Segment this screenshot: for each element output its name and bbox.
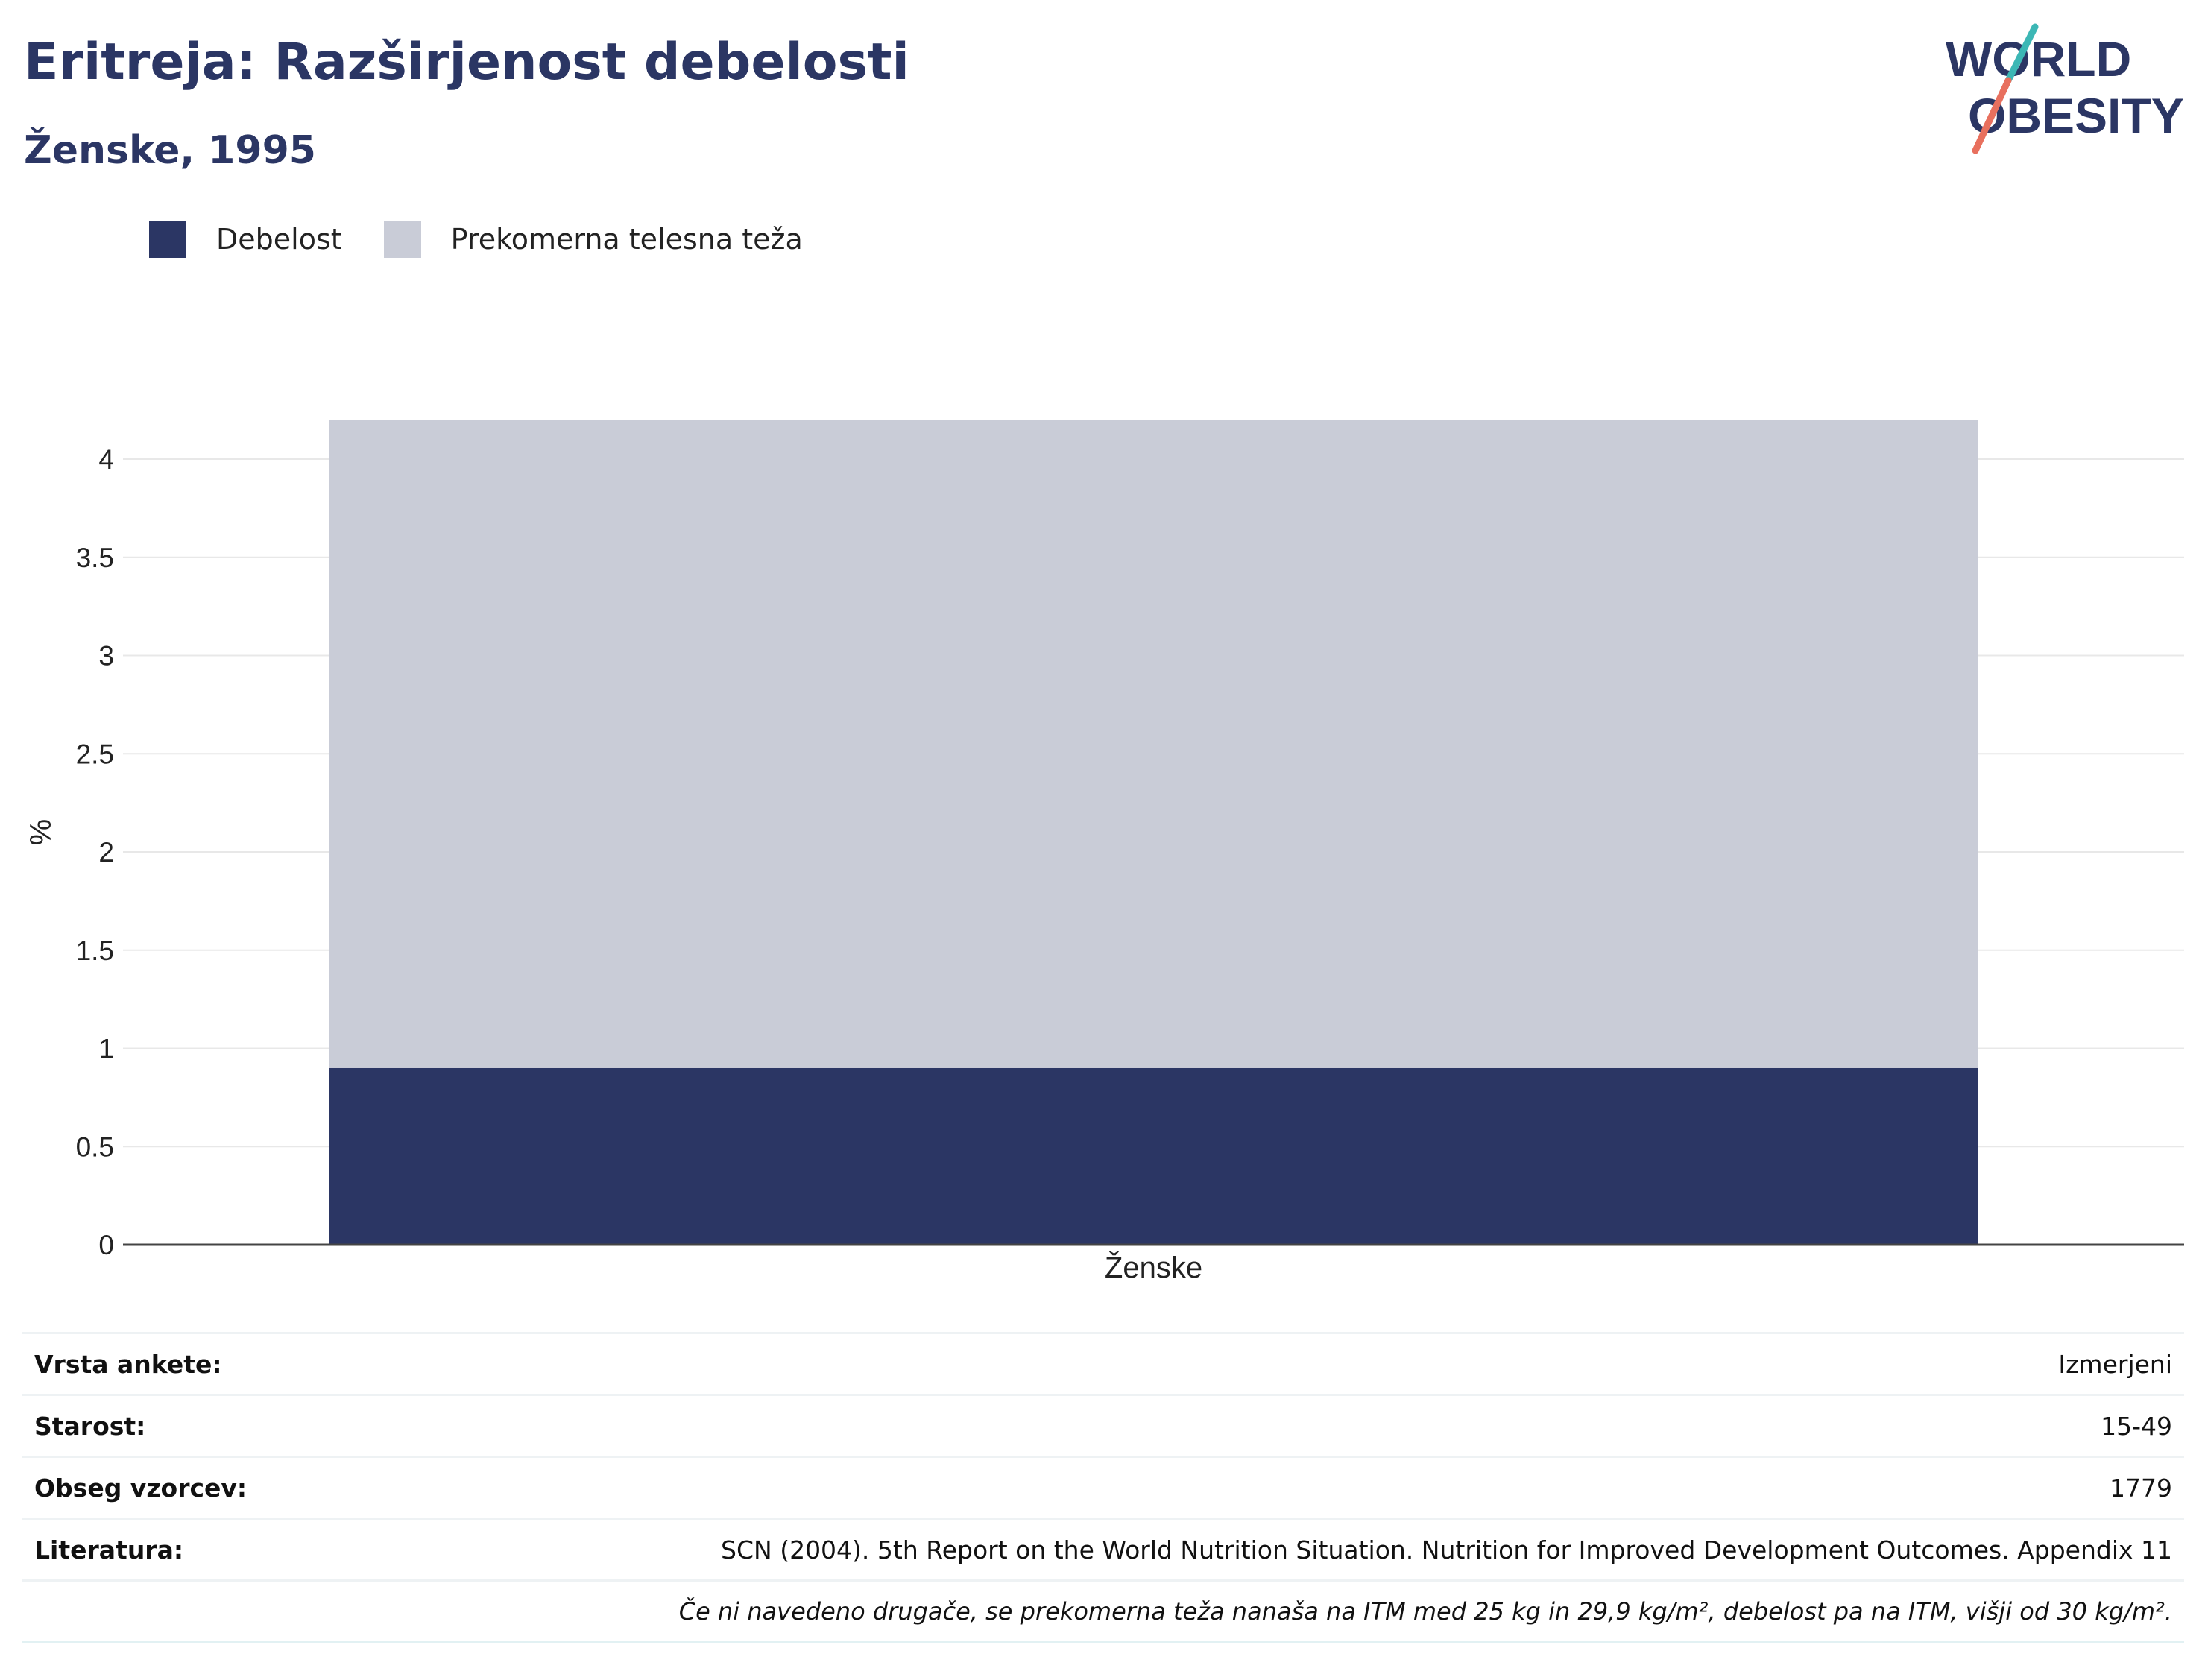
y-tick-label: 4 [98,444,114,475]
info-label: Obseg vzorcev: [34,1473,247,1503]
y-axis-label: % [25,819,57,846]
info-value: Izmerjeni [2058,1349,2172,1379]
world-obesity-logo: WORLD OBESITY [1946,23,2184,154]
survey-info-table: Vrsta ankete: Izmerjeni Starost: 15-49 O… [22,1332,2184,1643]
logo-slash-bottom [1972,77,2012,154]
bar-debelost [329,1067,1978,1245]
definition-note: Če ni navedeno drugače, se prekomerna te… [22,1582,2184,1643]
chart-legend: Debelost Prekomerna telesna teža [149,221,845,258]
y-tick-label: 0 [98,1230,114,1260]
chart-title: Eritreja: Razširjenost debelosti [24,33,909,92]
info-value: 15-49 [2101,1411,2172,1441]
info-label: Vrsta ankete: [34,1349,222,1379]
bar-prekomerna [329,420,1978,1068]
legend-label-debelost: Debelost [216,223,342,256]
x-tick-label: Ženske [1105,1251,1202,1284]
info-row-sample-size: Obseg vzorcev: 1779 [22,1458,2184,1520]
y-tick-label: 0.5 [76,1131,114,1162]
info-label: Starost: [34,1411,146,1441]
info-value: 1779 [2110,1473,2172,1503]
y-tick-label: 3 [98,641,114,672]
y-tick-label: 1.5 [76,935,114,966]
y-tick-label: 2.5 [76,739,114,769]
info-label: Literatura: [34,1535,184,1564]
logo-line1: WORLD [1946,31,2131,86]
legend-label-prekomerna: Prekomerna telesna teža [450,223,803,256]
chart-subtitle: Ženske, 1995 [24,128,316,173]
legend-item-debelost[interactable]: Debelost [149,221,342,258]
legend-item-prekomerna[interactable]: Prekomerna telesna teža [383,221,803,258]
y-tick-label: 2 [98,837,114,868]
legend-swatch-debelost [149,221,186,258]
logo-slash-top [2004,23,2039,84]
stacked-bar-chart: 0 0.5 1 1.5 2 2.5 3 3.5 4% Ženske [25,420,2184,1284]
y-tick-label: 3.5 [76,543,114,573]
y-tick-label: 1 [98,1034,114,1064]
info-row-literature: Literatura: SCN (2004). 5th Report on th… [22,1520,2184,1582]
legend-swatch-prekomerna [383,221,421,258]
info-value: SCN (2004). 5th Report on the World Nutr… [721,1535,2172,1564]
info-row-age: Starost: 15-49 [22,1396,2184,1458]
info-row-survey-type: Vrsta ankete: Izmerjeni [22,1334,2184,1396]
